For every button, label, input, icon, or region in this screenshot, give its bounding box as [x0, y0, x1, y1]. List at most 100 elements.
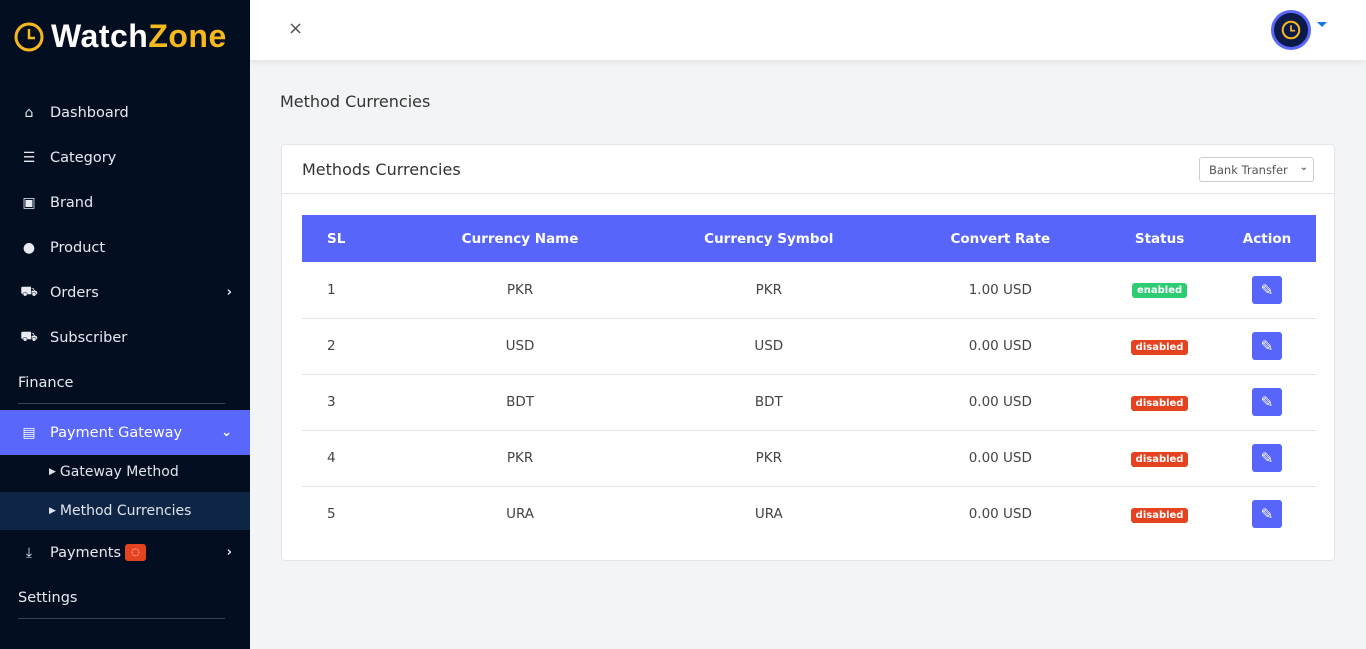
currencies-card: Methods Currencies Bank Transfer ⌄ SL Cur…: [281, 144, 1335, 561]
cell-sl: 2: [302, 318, 402, 375]
cell-rate: 0.00 USD: [968, 506, 1032, 523]
cell-action: ✎: [1218, 318, 1316, 375]
product-icon: ●: [22, 239, 36, 256]
edit-button[interactable]: ✎: [1252, 388, 1283, 416]
col-action: Action: [1218, 215, 1316, 262]
edit-button[interactable]: ✎: [1252, 444, 1283, 472]
table-row: 2 USD USD 0.00 USD disabled ✎: [302, 318, 1316, 375]
edit-button[interactable]: ✎: [1252, 332, 1283, 360]
section-settings: Settings: [18, 590, 78, 606]
chevron-right-icon: ›: [226, 545, 232, 560]
section-finance: Finance: [18, 375, 74, 391]
status-badge: disabled: [1130, 395, 1189, 411]
avatar[interactable]: [1271, 10, 1311, 50]
list-icon: ☰: [22, 149, 36, 166]
edit-button[interactable]: ✎: [1252, 275, 1283, 304]
pencil-icon: ✎: [1260, 337, 1274, 355]
caret-right-icon: ▶: [49, 467, 56, 477]
status-badge: disabled: [1130, 339, 1189, 355]
select-value: Bank Transfer: [1209, 163, 1288, 177]
cell-status: disabled: [1101, 318, 1219, 375]
cell-name: USD: [402, 318, 639, 375]
caret-right-icon: ▶: [49, 506, 56, 516]
cell-action: ✎: [1218, 374, 1316, 431]
money-icon: ▣: [22, 194, 36, 211]
status-badge: disabled: [1130, 451, 1189, 467]
cell-rate: 0.00 USD: [899, 430, 1102, 487]
cell-status: disabled: [1101, 486, 1218, 542]
close-icon[interactable]: ×: [288, 18, 304, 39]
home-icon: ⌂: [24, 104, 34, 121]
cell-status: disabled: [1101, 430, 1219, 487]
chevron-down-icon: ⌄: [221, 425, 232, 440]
sidebar-item-payments[interactable]: ⤓ Payments ◌ ›: [0, 530, 250, 575]
cell-symbol: PKR: [638, 430, 900, 487]
sidebar-item-brand[interactable]: ▣ Brand: [0, 180, 250, 225]
sidebar-item-dashboard[interactable]: ⌂ Dashboard: [0, 90, 250, 135]
label: Gateway Method: [59, 464, 179, 480]
pencil-icon: ✎: [1260, 449, 1274, 467]
cell-sl: 1: [302, 262, 402, 319]
cell-sl: 4: [302, 430, 402, 487]
sidebar-subitem-method-currencies[interactable]: ▶ Method Currencies: [0, 492, 250, 530]
sidebar-item-category[interactable]: ☰ Category: [0, 135, 250, 180]
table-row: 1 PKR PKR 1.00 USD enabled ✎: [302, 262, 1316, 319]
sidebar: Watch Zone ⌂ Dashboard ☰ Category ▣ Brand ● P…: [0, 0, 250, 649]
status-badge: disabled: [1130, 507, 1189, 523]
currencies-table: SL Currency Name Currency Symbol Convert…: [302, 215, 1316, 542]
sidebar-subitem-gateway-method[interactable]: ▶ Gateway Method: [0, 453, 250, 491]
status-badge: enabled: [1131, 283, 1188, 299]
label: Category: [50, 149, 117, 166]
download-icon: ⤓: [25, 544, 33, 561]
cart-icon: ⛟: [20, 283, 38, 300]
card-title: Methods Currencies: [302, 160, 461, 179]
label: Payments: [50, 544, 122, 561]
cell-action: ✎: [1218, 262, 1316, 319]
sidebar-item-payment-gateway[interactable]: ▤ Payment Gateway ⌄: [0, 410, 250, 455]
logo-text-accent: Zone: [148, 18, 227, 54]
caret-down-icon[interactable]: [1317, 22, 1327, 27]
label: Product: [50, 239, 106, 256]
card-header: Methods Currencies Bank Transfer ⌄: [282, 145, 1334, 194]
label: Brand: [50, 194, 94, 211]
label: Method Currencies: [59, 503, 192, 519]
table-row: 3 BDT BDT 0.00 USD disabled ✎: [302, 374, 1316, 431]
page-title: Method Currencies: [280, 92, 431, 111]
loading-badge: ◌: [125, 544, 147, 561]
sidebar-item-product[interactable]: ● Product: [0, 225, 250, 270]
label: Payment Gateway: [50, 424, 183, 441]
label: Dashboard: [50, 104, 129, 121]
topbar: ×: [250, 0, 1366, 60]
col-currency-name: Currency Name: [402, 215, 639, 262]
chevron-right-icon: ›: [226, 285, 232, 300]
cell-action: ✎: [1218, 486, 1316, 542]
col-status: Status: [1101, 215, 1219, 262]
col-currency-symbol: Currency Symbol: [638, 215, 900, 262]
divider: [18, 618, 225, 619]
col-convert-rate: Convert Rate: [899, 215, 1102, 262]
cell-name: URA: [506, 506, 535, 523]
cell-status: enabled: [1101, 262, 1219, 319]
pencil-icon: ✎: [1260, 505, 1274, 524]
sidebar-item-subscriber[interactable]: ⛟ Subscriber: [0, 315, 250, 360]
col-sl: SL: [302, 215, 402, 262]
table-row: 5 URA URA 0.00 USD disabled ✎: [302, 486, 1316, 542]
pencil-icon: ✎: [1260, 280, 1274, 299]
label: Orders: [50, 284, 99, 301]
cell-action: ✎: [1218, 430, 1316, 487]
cell-rate: 0.00 USD: [899, 318, 1102, 375]
cell-symbol: URA: [754, 506, 783, 523]
cell-symbol: USD: [638, 318, 900, 375]
method-select[interactable]: Bank Transfer ⌄: [1199, 157, 1314, 182]
clock-icon: [1281, 20, 1301, 40]
edit-button[interactable]: ✎: [1252, 500, 1283, 529]
clock-icon: [14, 22, 44, 51]
logo[interactable]: Watch Zone: [13, 18, 227, 55]
sidebar-item-orders[interactable]: ⛟ Orders ›: [0, 270, 250, 315]
cell-status: disabled: [1101, 374, 1219, 431]
cell-rate: 1.00 USD: [899, 262, 1102, 319]
chevron-down-icon: ⌄: [1299, 162, 1308, 173]
pencil-icon: ✎: [1260, 393, 1274, 411]
cell-name: PKR: [402, 430, 639, 487]
cell-name: PKR: [402, 262, 639, 319]
